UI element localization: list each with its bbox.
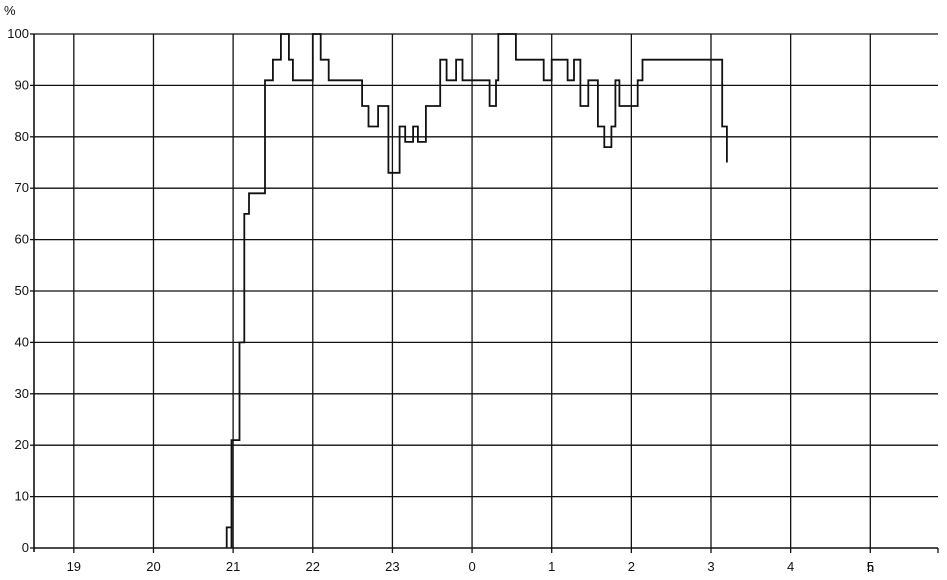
y-tick-label: 0 <box>22 540 29 555</box>
y-axis-unit-label: % <box>4 3 16 18</box>
grid <box>33 33 939 553</box>
x-tick-label: 2 <box>628 559 635 574</box>
x-axis-unit-label: h <box>867 560 874 575</box>
y-tick-label: 100 <box>7 26 29 41</box>
y-tick-label: 90 <box>15 77 29 92</box>
y-tick-label: 80 <box>15 129 29 144</box>
y-tick-label: 50 <box>15 283 29 298</box>
y-tick-label: 20 <box>15 437 29 452</box>
x-axis-ticks: 19 20 21 22 23 0 1 2 3 4 5 <box>67 559 874 574</box>
y-tick-label: 60 <box>15 232 29 247</box>
series-line <box>225 33 728 548</box>
x-tick-label: 20 <box>146 559 160 574</box>
x-tick-label: 4 <box>787 559 794 574</box>
x-tick-label: 5 <box>867 559 874 574</box>
y-tick-label: 10 <box>15 489 29 504</box>
x-tick-label: 23 <box>385 559 399 574</box>
y-tick-label: 30 <box>15 386 29 401</box>
y-axis-ticks: 0 10 20 30 40 50 60 70 80 90 100 <box>7 26 34 555</box>
x-tick-label: 21 <box>226 559 240 574</box>
x-tick-label: 1 <box>548 559 555 574</box>
x-tick-label: 22 <box>306 559 320 574</box>
x-tick-label: 3 <box>707 559 714 574</box>
y-tick-label: 70 <box>15 180 29 195</box>
x-tick-label: 0 <box>468 559 475 574</box>
x-tick-label: 19 <box>67 559 81 574</box>
y-tick-label: 40 <box>15 334 29 349</box>
